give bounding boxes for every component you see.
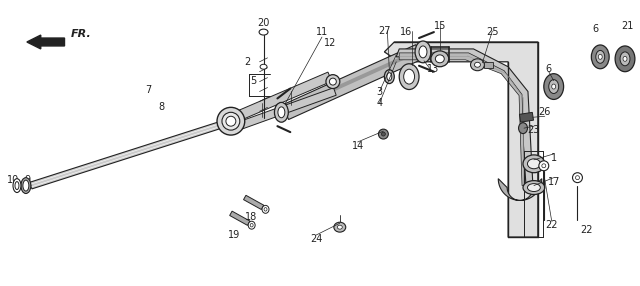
Ellipse shape: [523, 181, 545, 194]
Ellipse shape: [435, 55, 444, 63]
Text: 25: 25: [486, 27, 499, 37]
Text: 6: 6: [592, 24, 598, 34]
Ellipse shape: [250, 223, 253, 227]
Ellipse shape: [387, 73, 392, 81]
Ellipse shape: [591, 45, 609, 69]
Ellipse shape: [573, 173, 582, 183]
Ellipse shape: [378, 129, 388, 139]
Ellipse shape: [527, 184, 540, 192]
Polygon shape: [399, 53, 525, 186]
Text: 18: 18: [244, 212, 257, 222]
Text: 2: 2: [244, 57, 251, 67]
Polygon shape: [282, 45, 422, 120]
Ellipse shape: [262, 205, 269, 213]
Ellipse shape: [248, 221, 255, 229]
Ellipse shape: [381, 132, 385, 136]
Text: 17: 17: [548, 177, 560, 187]
Polygon shape: [231, 72, 332, 123]
Ellipse shape: [415, 41, 431, 63]
Ellipse shape: [385, 70, 394, 84]
Polygon shape: [287, 48, 422, 112]
Text: 21: 21: [621, 21, 633, 31]
Text: 12: 12: [324, 38, 336, 48]
Ellipse shape: [419, 46, 427, 58]
Ellipse shape: [527, 159, 540, 169]
Polygon shape: [396, 49, 533, 186]
Text: 16: 16: [400, 27, 412, 37]
Ellipse shape: [222, 112, 240, 130]
Polygon shape: [385, 42, 538, 237]
Polygon shape: [484, 62, 493, 68]
Ellipse shape: [260, 64, 267, 69]
Text: 14: 14: [351, 141, 364, 151]
Text: 4: 4: [376, 98, 383, 108]
Ellipse shape: [544, 74, 564, 100]
Text: 19: 19: [228, 230, 240, 240]
Text: 1: 1: [550, 153, 557, 163]
Ellipse shape: [13, 179, 21, 192]
Ellipse shape: [523, 155, 545, 173]
Polygon shape: [244, 195, 264, 210]
Ellipse shape: [278, 107, 285, 118]
Ellipse shape: [23, 180, 29, 191]
Ellipse shape: [264, 208, 267, 211]
Ellipse shape: [542, 164, 546, 168]
Text: 24: 24: [310, 234, 322, 244]
Ellipse shape: [21, 178, 31, 194]
Text: 8: 8: [159, 102, 164, 112]
Ellipse shape: [598, 54, 602, 59]
Text: 13: 13: [427, 64, 439, 74]
Text: 11: 11: [316, 27, 328, 37]
Ellipse shape: [615, 46, 635, 72]
Text: FR.: FR.: [70, 29, 91, 39]
Text: 5: 5: [250, 76, 257, 86]
Text: 15: 15: [434, 21, 446, 31]
Text: 3: 3: [376, 86, 383, 96]
Polygon shape: [30, 120, 227, 189]
Ellipse shape: [15, 182, 19, 190]
Ellipse shape: [539, 161, 548, 171]
Ellipse shape: [596, 50, 605, 63]
Ellipse shape: [474, 62, 481, 67]
Text: 22: 22: [545, 220, 558, 230]
Text: 27: 27: [378, 26, 390, 36]
Ellipse shape: [575, 176, 579, 180]
Text: 20: 20: [257, 18, 269, 28]
Text: 9: 9: [25, 175, 31, 185]
Text: 7: 7: [145, 85, 152, 95]
Ellipse shape: [259, 29, 268, 35]
Ellipse shape: [552, 84, 556, 89]
Text: 23: 23: [528, 125, 540, 135]
Polygon shape: [232, 88, 336, 132]
Ellipse shape: [226, 116, 236, 126]
Polygon shape: [230, 211, 250, 225]
Polygon shape: [499, 179, 542, 200]
Text: 22: 22: [580, 225, 593, 235]
Ellipse shape: [431, 51, 449, 67]
Text: 10: 10: [7, 175, 19, 185]
Text: 26: 26: [539, 107, 551, 117]
Ellipse shape: [217, 107, 244, 135]
Ellipse shape: [518, 123, 527, 134]
Ellipse shape: [334, 222, 346, 232]
Ellipse shape: [275, 102, 288, 122]
Ellipse shape: [399, 64, 419, 90]
FancyArrow shape: [27, 35, 65, 49]
Ellipse shape: [548, 80, 559, 94]
Text: 6: 6: [546, 64, 552, 74]
Ellipse shape: [326, 75, 340, 89]
Polygon shape: [520, 112, 534, 122]
Ellipse shape: [330, 78, 337, 85]
Ellipse shape: [620, 52, 630, 66]
Ellipse shape: [337, 225, 342, 229]
Ellipse shape: [470, 59, 484, 71]
Ellipse shape: [623, 56, 627, 61]
Ellipse shape: [404, 69, 415, 84]
